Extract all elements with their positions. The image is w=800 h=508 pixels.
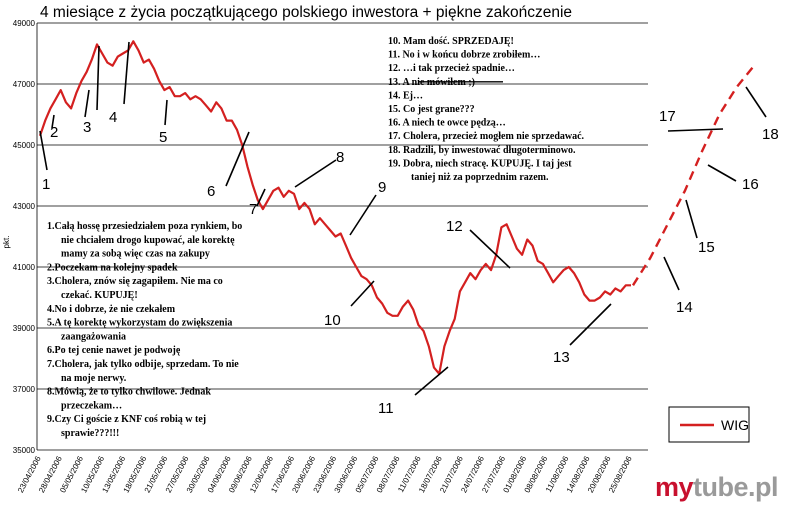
note-right-line: 15. Co jest grane??? <box>388 104 475 115</box>
annotation-number: 4 <box>109 109 117 126</box>
leader-line <box>51 114 55 129</box>
note-left-line: sprawie???!!! <box>61 428 119 439</box>
leader-line <box>469 229 511 269</box>
leader-line <box>96 45 100 111</box>
notes-left: 1.Całą hossę przesiedziałem poza rynkiem… <box>47 221 242 439</box>
leader-line <box>164 99 168 126</box>
note-left-line: przeczekam… <box>61 400 122 411</box>
note-right-line: 10. Mam dość. SPRZEDAJĘ! <box>388 36 514 47</box>
note-left-line: 7.Cholera, jak tylko odbije, sprzedam. T… <box>47 359 239 370</box>
note-left-line: 2.Poczekam na kolejny spadek <box>47 262 178 273</box>
note-right-line: taniej niż za poprzednim razem. <box>411 172 549 183</box>
leader-line <box>123 41 130 105</box>
note-left-line: na moje nerwy. <box>61 373 127 384</box>
leader-line <box>256 188 266 207</box>
leader-line <box>414 366 449 396</box>
logo-part-2: tube.pl <box>693 472 779 502</box>
note-left-line: mamy za sobą więc czas na zakupy <box>61 249 210 260</box>
leader-line <box>350 280 375 307</box>
note-left-line: 4.No i dobrze, że nie czekałem <box>47 304 176 315</box>
annotation-number: 6 <box>207 183 215 200</box>
note-left-line: 6.Po tej cenie nawet je podwoję <box>47 345 181 356</box>
notes-right: 10. Mam dość. SPRZEDAJĘ! 11. No i w końcu… <box>388 36 585 183</box>
note-left-line: 1.Całą hossę przesiedziałem poza rynkiem… <box>47 221 242 232</box>
note-left-line: zaangażowania <box>61 331 126 342</box>
annotation-number: 9 <box>378 179 386 196</box>
note-left-line: 9.Czy Ci goście z KNF coś robią w tej <box>47 414 206 425</box>
x-tick-labels: 23/04/200628/04/200605/05/200610/05/2006… <box>16 454 634 494</box>
annotation-number: 18 <box>762 126 779 143</box>
y-tick-labels: 35000 37000 39000 41000 43000 45000 47000 49000 <box>13 19 36 455</box>
note-right-line: 17. Cholera, przecież mogłem nie sprzeda… <box>388 131 585 142</box>
wig-projection-line <box>631 64 755 286</box>
annotation-number: 16 <box>742 176 759 193</box>
leader-line <box>349 194 377 236</box>
leader-line <box>225 131 250 187</box>
note-right-line: 11. No i w końcu dobrze zrobiłem… <box>388 50 540 61</box>
annotation-number: 14 <box>676 299 693 316</box>
annotation-number: 8 <box>336 149 344 166</box>
annotation-number: 15 <box>698 239 715 256</box>
y-tick-label: 47000 <box>13 80 36 89</box>
y-tick-label: 35000 <box>13 446 36 455</box>
note-left-line: 8.Mówią, że to tylko chwilowe. Jednak <box>47 387 211 398</box>
mytube-logo: mytube.pl <box>655 472 779 503</box>
leader-line <box>569 303 612 346</box>
leader-line <box>685 199 698 239</box>
annotation-number: 1 <box>42 176 50 193</box>
y-axis-label: pkt. <box>2 236 11 249</box>
annotation-number: 3 <box>83 119 91 136</box>
leader-line <box>663 256 680 291</box>
leader-line <box>294 159 337 188</box>
annotation-number: 13 <box>553 349 570 366</box>
note-right-line: 14. Ej… <box>388 90 423 101</box>
annotation-number: 5 <box>159 129 167 146</box>
note-left-line: nie chciałem drogo kupować, ale korektę <box>61 235 235 246</box>
leader-line <box>39 130 48 171</box>
annotation-number: 11 <box>378 400 394 417</box>
annotation-number: 10 <box>324 312 341 329</box>
note-right-line: 18. Radzili, by inwestować długoterminow… <box>388 145 576 156</box>
legend: WIG <box>668 406 750 443</box>
y-tick-label: 49000 <box>13 19 36 28</box>
y-tick-label: 37000 <box>13 385 36 394</box>
annotation-leaders <box>39 41 767 396</box>
y-tick-label: 39000 <box>13 324 36 333</box>
gridlines <box>36 22 648 451</box>
legend-label: WIG <box>721 417 749 433</box>
note-left-line: 5.A tę korektę wykorzystam do zwiększeni… <box>47 318 232 329</box>
leader-line <box>84 89 90 118</box>
note-right-line: 19. Dobra, niech stracę. KUPUJĘ. I taj j… <box>388 158 572 169</box>
leader-line <box>667 128 724 132</box>
annotation-number: 17 <box>659 108 676 125</box>
y-tick-label: 45000 <box>13 141 36 150</box>
annotation-number: 2 <box>50 124 58 141</box>
y-tick-label: 41000 <box>13 263 36 272</box>
annotation-number: 7 <box>249 201 257 218</box>
note-left-line: 3.Cholera, znów się zagapiłem. Nie ma co <box>47 276 223 287</box>
series-layer <box>38 40 755 375</box>
chart-title: 4 miesiące z życia początkującego polski… <box>40 4 572 21</box>
leader-line <box>745 86 767 118</box>
leader-line <box>707 164 737 182</box>
wig-series-line <box>38 40 631 375</box>
annotation-number: 12 <box>446 218 463 235</box>
logo-part-1: my <box>655 472 694 502</box>
note-right-line: 16. A niech te owce pędzą… <box>388 118 506 129</box>
note-right-line: 12. …i tak przecież spadnie… <box>388 63 515 74</box>
note-left-line: czekać. KUPUJĘ! <box>61 290 138 301</box>
y-tick-label: 43000 <box>13 202 36 211</box>
